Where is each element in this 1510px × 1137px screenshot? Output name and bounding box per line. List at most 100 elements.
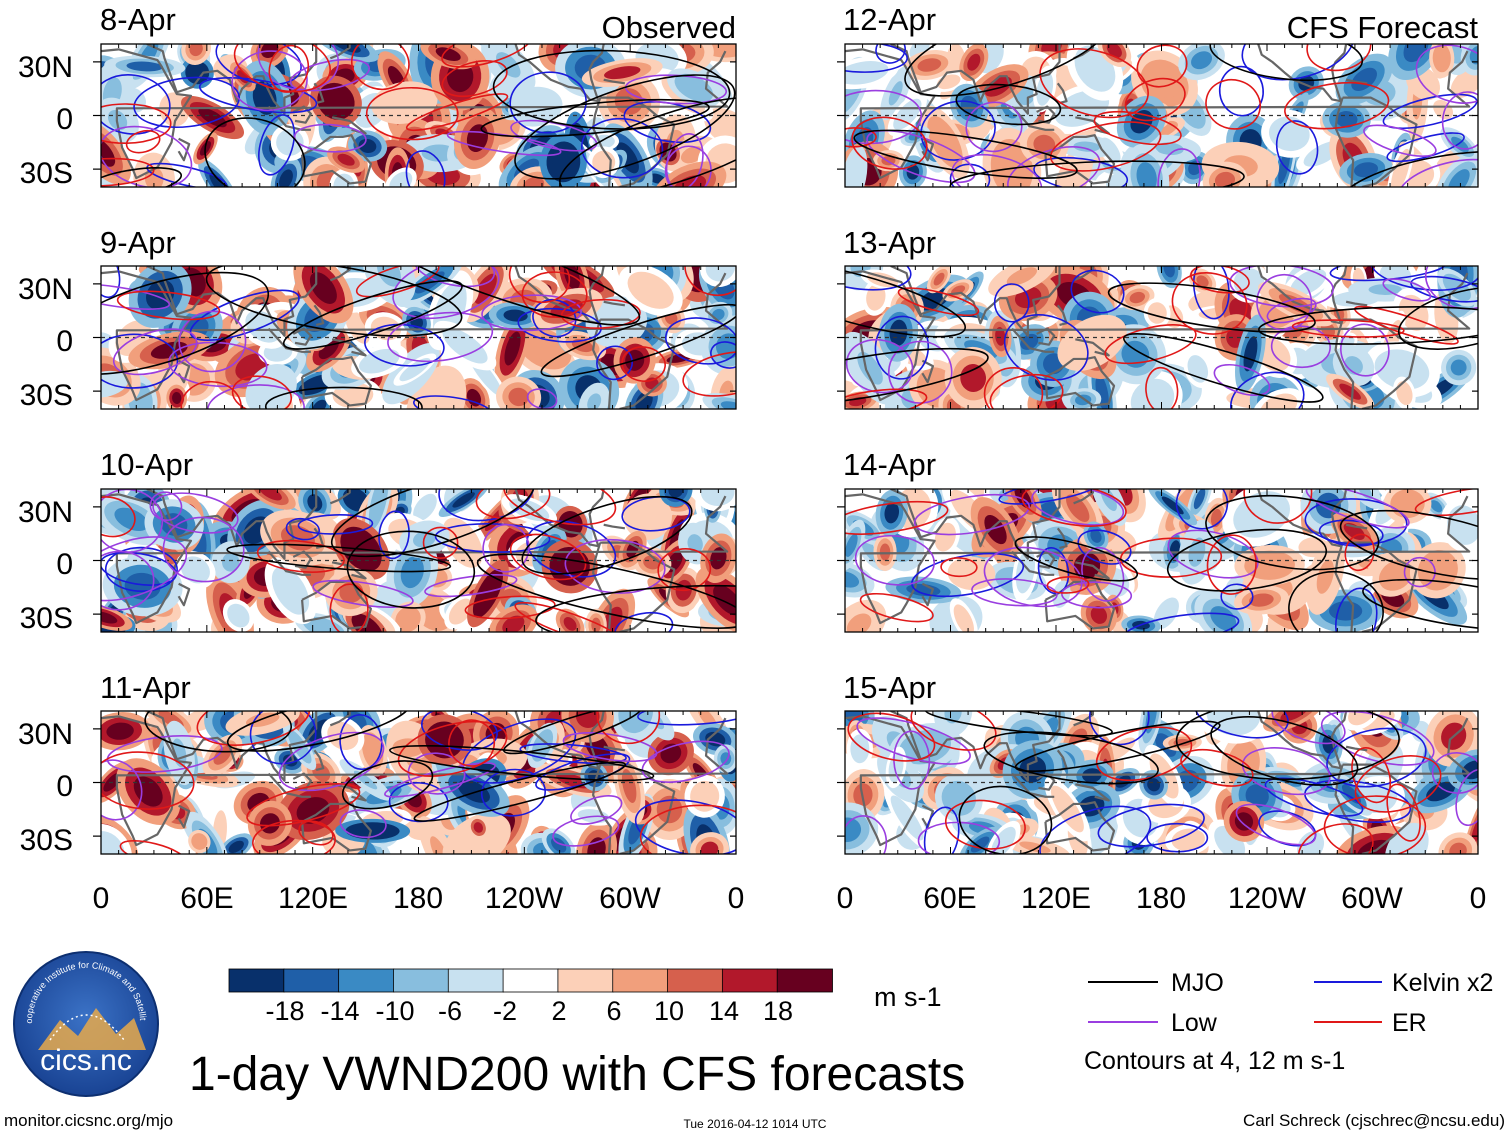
vwnd-anomaly-blob <box>198 107 227 128</box>
wave-contour <box>845 127 877 148</box>
vwnd-anomaly-blob <box>261 44 279 58</box>
wave-contour <box>101 283 171 310</box>
wave-contour <box>1235 803 1317 846</box>
legend: MJO Kelvin x2 Low ER Contours at 4, 12 m… <box>1084 969 1493 1075</box>
map-panel-clip <box>845 266 1478 409</box>
wave-contour <box>1123 612 1240 632</box>
wave-contour <box>1431 752 1478 794</box>
wave-contour <box>1171 272 1248 335</box>
wave-contour <box>562 732 658 763</box>
wave-contour <box>289 58 370 92</box>
vwnd-anomaly-blob <box>1354 162 1379 178</box>
wave-contour <box>1095 726 1193 782</box>
wave-contour <box>329 583 369 632</box>
lat-labels: 30N 0 30S 30N 0 30S 30N 0 30S 30N 0 30S <box>18 51 73 857</box>
vwnd-anomaly-blob <box>846 613 872 632</box>
lat-label-30n: 30N <box>18 273 73 306</box>
map-panel-clip <box>845 489 1478 632</box>
footer-url[interactable]: monitor.cicsnc.org/mjo <box>4 1111 173 1130</box>
wave-contour <box>845 388 928 409</box>
map-panel-clip <box>101 489 736 632</box>
vwnd-anomaly-blob <box>259 489 282 501</box>
panel-date-7: 15-Apr <box>843 670 936 705</box>
logo-arc-dots <box>49 1014 125 1041</box>
wave-contour <box>1145 366 1179 409</box>
wave-contour <box>1192 266 1230 320</box>
wave-contour <box>346 530 476 609</box>
vwnd-anomaly-blob <box>508 387 529 407</box>
wave-contour <box>1166 528 1328 592</box>
vwnd-anomaly-blob <box>1448 169 1470 187</box>
colorbar-swatch <box>393 968 450 993</box>
wave-contour <box>1455 768 1478 827</box>
vwnd-anomaly-blob <box>1210 606 1237 631</box>
lon-labels-left: 0 60E 120E 180 120W 60W 0 <box>93 882 745 915</box>
vwnd-anomaly-blob <box>1302 836 1320 854</box>
wave-contour <box>851 116 928 170</box>
vwnd-anomaly-blob <box>1460 74 1476 90</box>
wave-contour <box>116 290 221 321</box>
lon-label: 180 <box>393 882 443 915</box>
wave-contour <box>913 493 1030 536</box>
vwnd-anomaly-blob <box>1136 162 1157 187</box>
coastline <box>890 266 1061 337</box>
vwnd-anomaly-blob <box>231 608 246 623</box>
lon-labels-right: 0 60E 120E 180 120W 60W 0 <box>837 882 1487 915</box>
wave-contour <box>1284 81 1390 130</box>
vwnd-anomaly-blob <box>318 337 340 360</box>
vwnd-anomaly-blob <box>340 387 366 404</box>
coastline <box>313 304 325 327</box>
coastline <box>1075 561 1110 580</box>
wave-contour <box>639 804 736 854</box>
coastline <box>331 338 367 357</box>
coastline <box>313 749 325 772</box>
map-panel <box>837 488 1479 633</box>
wave-contour <box>1209 44 1364 82</box>
vwnd-anomaly-blob <box>698 62 725 92</box>
coastline <box>177 137 191 162</box>
vwnd-anomaly-blob <box>635 391 653 409</box>
wave-contour <box>1271 711 1346 745</box>
map-panel-content <box>101 266 736 409</box>
wave-contour <box>206 384 305 409</box>
wave-contour <box>1146 822 1209 853</box>
wave-contour <box>438 489 535 522</box>
wave-contour <box>104 546 178 592</box>
vwnd-anomaly-blob <box>967 53 981 71</box>
vwnd-anomaly-blob <box>1006 267 1037 286</box>
wave-contour <box>854 534 935 586</box>
vwnd-anomaly-blob <box>101 611 118 624</box>
map-panel <box>837 265 1479 410</box>
coastline <box>300 801 372 852</box>
vwnd-anomaly-blob <box>668 489 684 498</box>
panel-date-6: 14-Apr <box>843 447 936 482</box>
lat-label-30s: 30S <box>20 157 73 190</box>
vwnd-anomaly-blob <box>1090 529 1102 543</box>
colorbar-swatch <box>502 968 559 993</box>
vwnd-anomaly-blob <box>596 155 611 170</box>
vwnd-anomaly-blob <box>213 745 232 765</box>
wave-contour <box>1291 319 1405 338</box>
coastline <box>1345 523 1368 530</box>
wave-contour <box>951 153 1043 187</box>
coastline <box>177 804 191 829</box>
vwnd-anomaly-blob <box>358 138 377 153</box>
vwnd-anomaly-blob <box>941 77 957 87</box>
vwnd-anomaly-blob <box>917 58 942 72</box>
wave-contour <box>657 547 712 592</box>
wave-contour <box>464 595 556 620</box>
vwnd-anomaly-blob <box>1129 291 1146 304</box>
wave-contour <box>910 711 997 751</box>
coastline <box>1075 783 1110 802</box>
wave-contour <box>526 388 558 409</box>
colorbar-swatch <box>721 968 779 993</box>
wave-contour <box>1046 576 1090 594</box>
wave-contour <box>1124 77 1186 122</box>
wave-contour <box>983 366 1044 409</box>
legend-label-er: ER <box>1392 1009 1427 1037</box>
wave-contour <box>1326 727 1427 788</box>
lat-label-0: 0 <box>56 770 73 803</box>
vwnd-anomaly-blob <box>636 278 666 302</box>
wave-contour <box>152 492 239 534</box>
wave-contour <box>1386 783 1421 842</box>
